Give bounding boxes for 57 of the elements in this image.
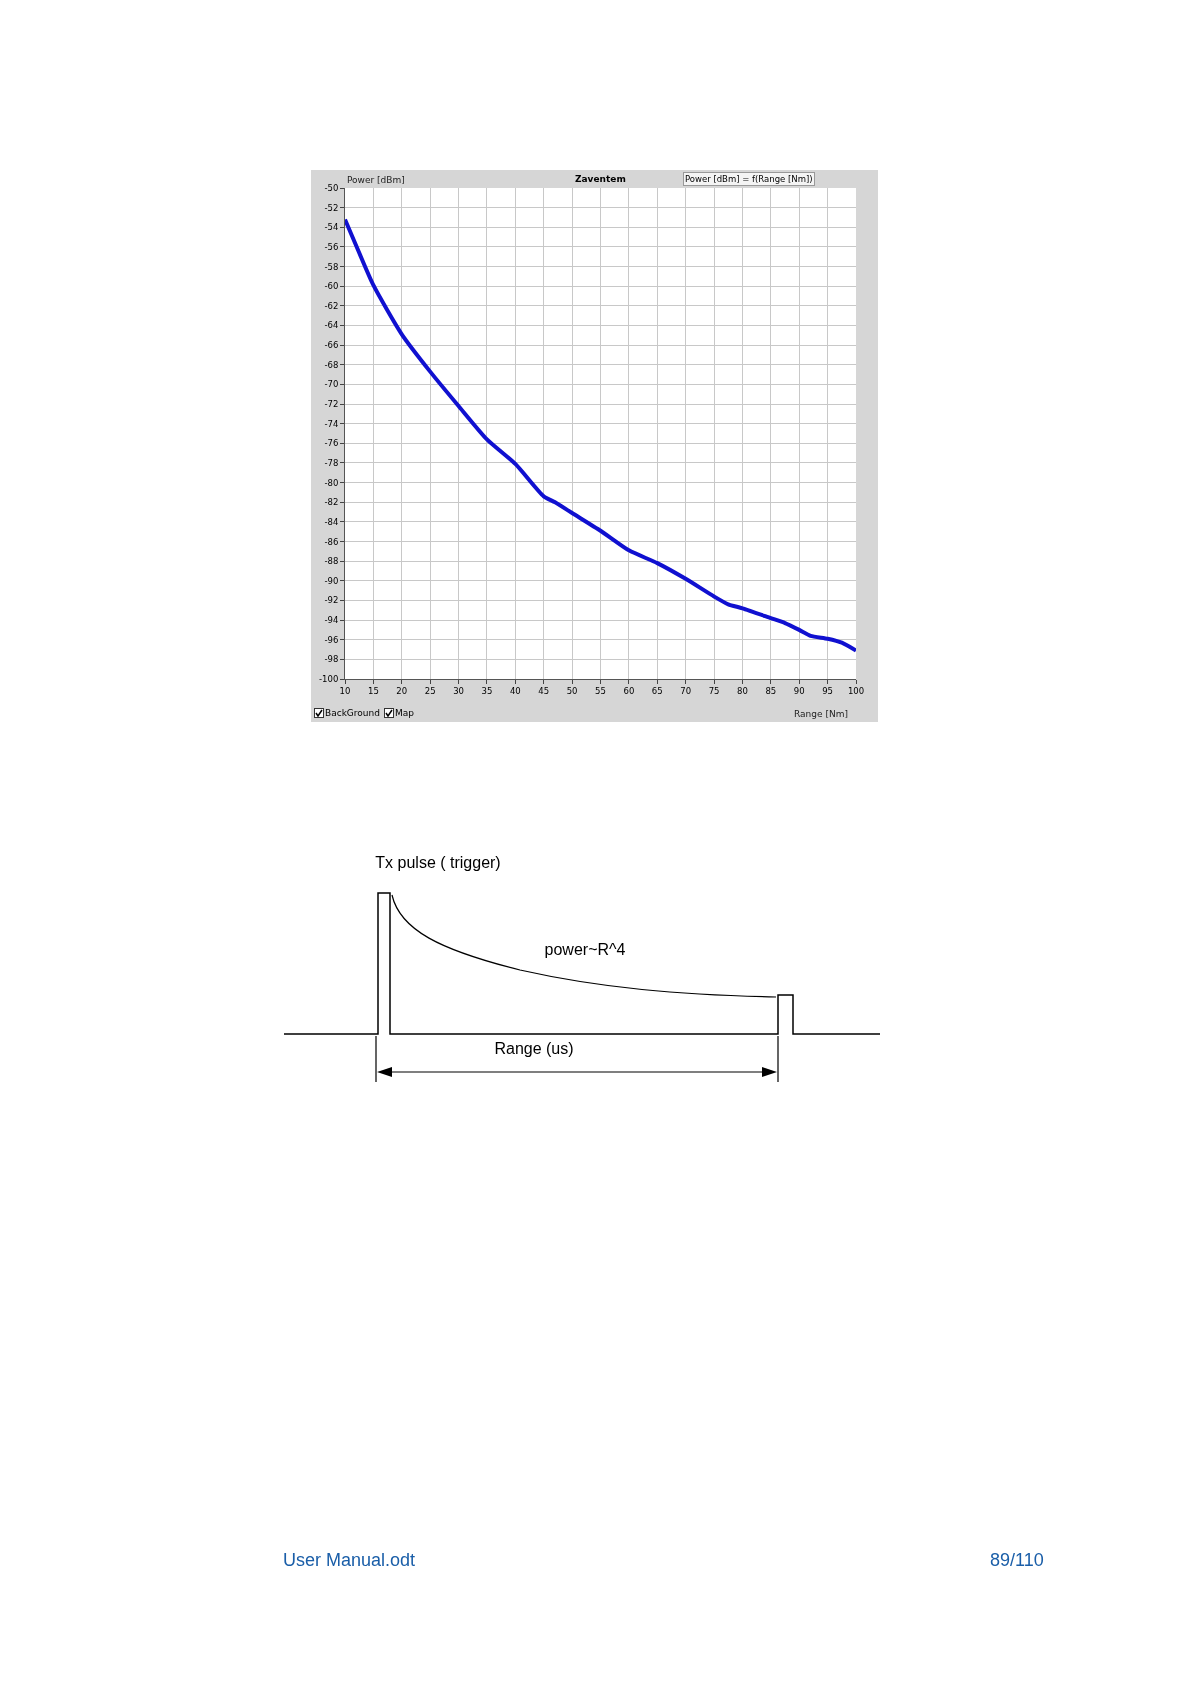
x-tick-label: 35 xyxy=(481,686,493,697)
text: Tx pulse ( trigger) xyxy=(375,854,501,871)
y-tick-label: -56 xyxy=(324,241,339,252)
x-tick-label: 100 xyxy=(847,686,865,697)
y-tick-label: -68 xyxy=(324,359,339,370)
x-tick-label: 40 xyxy=(509,686,521,697)
y-tick-label: -92 xyxy=(324,595,339,606)
y-tick-label: -88 xyxy=(324,556,339,567)
x-tick-label: 20 xyxy=(396,686,408,697)
y-tick-label: -64 xyxy=(324,320,339,331)
x-tick-label: 75 xyxy=(708,686,720,697)
y-tick-label: -66 xyxy=(324,340,339,351)
y-tick-label: -98 xyxy=(324,654,339,665)
text: Zaventem xyxy=(575,174,626,184)
y-axis-title: Power [dBm] xyxy=(347,175,405,185)
y-tick-label: -86 xyxy=(324,536,339,547)
text: Power [dBm] = f(Range [Nm]) xyxy=(685,174,813,184)
x-tick-label: 90 xyxy=(793,686,805,697)
x-axis-title: Range [Nm] xyxy=(794,709,848,719)
x-tick-label: 60 xyxy=(623,686,635,697)
y-tick-label: -84 xyxy=(324,516,339,527)
text: 89/110 xyxy=(990,1550,1044,1570)
y-tick-label: -96 xyxy=(324,634,339,645)
x-tick-label: 50 xyxy=(566,686,578,697)
y-tick-label: -100 xyxy=(319,673,339,684)
x-tick-label: 30 xyxy=(453,686,464,697)
y-tick-label: -52 xyxy=(324,202,339,213)
y-tick-label: -72 xyxy=(324,399,339,410)
x-tick-label: 10 xyxy=(339,686,351,697)
x-tick-label: 15 xyxy=(367,686,379,697)
y-tick-label: -94 xyxy=(324,615,339,626)
y-tick-label: -90 xyxy=(324,575,339,586)
y-tick-label: -78 xyxy=(324,457,339,468)
y-tick-label: -80 xyxy=(324,477,339,488)
y-tick-label: -70 xyxy=(324,379,339,390)
x-tick-label: 95 xyxy=(822,686,834,697)
x-tick-label: 70 xyxy=(680,686,692,697)
y-tick-label: -58 xyxy=(324,261,339,272)
y-tick-label: -76 xyxy=(324,438,339,449)
y-tick-label: -62 xyxy=(324,300,339,311)
text: BackGround xyxy=(325,708,380,718)
y-tick-label: -74 xyxy=(324,418,339,429)
text: power~R^4 xyxy=(544,941,626,958)
x-tick-label: 65 xyxy=(651,686,663,697)
line-series xyxy=(345,217,856,653)
x-tick-label: 85 xyxy=(765,686,777,697)
text: Map xyxy=(394,708,414,718)
x-tick-label: 80 xyxy=(737,686,748,697)
text: Range (us) xyxy=(494,1040,574,1057)
x-tick-label: 25 xyxy=(424,686,436,697)
y-tick-label: -50 xyxy=(324,182,339,193)
x-tick-label: 55 xyxy=(595,686,606,697)
y-tick-label: -82 xyxy=(324,497,339,508)
y-tick-label: -54 xyxy=(324,222,339,233)
text: User Manual.odt xyxy=(283,1550,416,1570)
x-tick-label: 45 xyxy=(538,686,550,697)
y-tick-label: -60 xyxy=(324,281,339,292)
